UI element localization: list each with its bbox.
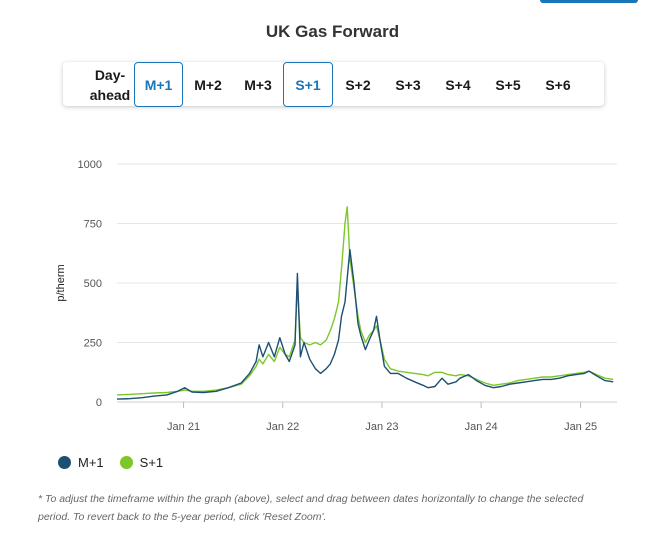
- y-tick-label: 1000: [78, 159, 102, 171]
- legend-swatch-s1: [119, 455, 133, 469]
- footnote: * To adjust the timeframe within the gra…: [38, 493, 584, 523]
- chart-gridlines: [117, 163, 617, 403]
- tab-day-ahead[interactable]: Day- ahead: [85, 63, 135, 107]
- series-line-s1: [116, 206, 614, 396]
- tab-day-ahead-label-line2: ahead: [89, 87, 131, 103]
- y-tick-label: 250: [84, 338, 102, 350]
- y-tick-label: 750: [84, 219, 102, 231]
- tab-s2[interactable]: S+2: [345, 77, 371, 93]
- series-line-m1: [116, 248, 614, 400]
- chart-series: [116, 206, 614, 400]
- legend-swatch-m1: [58, 455, 71, 469]
- x-tick-label: Jan 24: [465, 421, 498, 433]
- x-tick-label: Jan 22: [266, 421, 299, 433]
- y-axis-label: p/therm: [55, 264, 67, 301]
- x-axis-ticks: Jan 21 Jan 22 Jan 23 Jan 24 Jan 25: [167, 402, 597, 433]
- legend-label-s1: S+1: [139, 454, 164, 470]
- legend-item-s1[interactable]: S+1: [119, 454, 164, 470]
- y-tick-label: 0: [96, 397, 102, 409]
- tab-s5[interactable]: S+5: [495, 77, 521, 93]
- tab-m1[interactable]: M+1: [134, 62, 183, 107]
- tab-s3[interactable]: S+3: [395, 77, 421, 93]
- tab-bar: Day- ahead M+1 M+2 M+3 S+1 S+2 S+3 S+4 S…: [63, 62, 604, 107]
- legend-label-m1: M+1: [78, 454, 104, 470]
- legend-item-m1[interactable]: M+1: [58, 455, 104, 470]
- y-axis-ticks: 0 250 500 750 1000: [78, 159, 102, 409]
- x-tick-label: Jan 23: [365, 421, 398, 433]
- tab-s1[interactable]: S+1: [283, 62, 333, 107]
- tab-m2[interactable]: M+2: [194, 77, 222, 93]
- x-tick-label: Jan 21: [167, 421, 200, 433]
- tab-s6[interactable]: S+6: [545, 77, 571, 93]
- y-tick-label: 500: [84, 278, 102, 290]
- tab-day-ahead-label-line1: Day-: [94, 67, 126, 83]
- tab-s4[interactable]: S+4: [445, 77, 471, 93]
- chart-title: UK Gas Forward: [265, 22, 400, 41]
- tab-m3[interactable]: M+3: [244, 77, 272, 93]
- top-action-button[interactable]: [540, 0, 638, 3]
- x-tick-label: Jan 25: [564, 421, 597, 433]
- legend: M+1 S+1: [58, 453, 179, 471]
